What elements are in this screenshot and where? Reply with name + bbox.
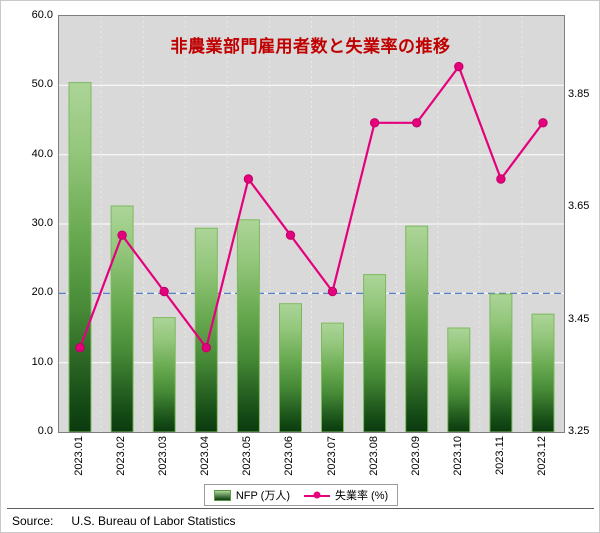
line-point bbox=[412, 118, 422, 128]
line-point bbox=[243, 174, 254, 184]
right-axis-tick: 3.25 bbox=[568, 425, 590, 437]
right-axis-tick: 3.65 bbox=[568, 200, 590, 213]
nfp-bar-swatch bbox=[213, 489, 231, 501]
x-axis-label: 2023.03 bbox=[157, 436, 170, 476]
nfp-bar bbox=[236, 219, 260, 432]
nfp-bar bbox=[363, 274, 387, 432]
source-text: U.S. Bureau of Labor Statistics bbox=[71, 514, 236, 528]
left-axis-tick: 50.0 bbox=[31, 78, 53, 91]
left-axis-tick: 40.0 bbox=[31, 147, 53, 160]
line-point bbox=[159, 286, 169, 297]
nfp-bar bbox=[531, 313, 555, 432]
nfp-bar bbox=[447, 327, 471, 432]
nfp-bar bbox=[68, 82, 92, 432]
nfp-bar bbox=[489, 293, 513, 432]
line-point bbox=[538, 118, 548, 128]
left-axis-tick: 30.0 bbox=[31, 217, 53, 229]
line-point bbox=[327, 286, 338, 297]
line-point bbox=[75, 343, 85, 353]
unemployment-line bbox=[78, 64, 544, 351]
line-point bbox=[285, 230, 296, 240]
x-axis-label: 2023.01 bbox=[73, 436, 86, 476]
line-point bbox=[496, 174, 506, 184]
left-axis-tick: 0.0 bbox=[37, 425, 53, 437]
source-line: Source: U.S. Bureau of Labor Statistics bbox=[12, 514, 235, 528]
x-axis-label: 2023.08 bbox=[367, 436, 380, 476]
x-axis-label: 2023.06 bbox=[283, 436, 296, 476]
x-axis-label: 2023.10 bbox=[451, 436, 464, 476]
legend: NFP (万人) 失業率 (%) bbox=[1, 484, 599, 506]
separator-line bbox=[7, 508, 594, 509]
plot-area bbox=[58, 15, 565, 433]
nfp-bar bbox=[405, 225, 429, 432]
nfp-bar bbox=[321, 322, 344, 432]
legend-item-unemployment: 失業率 (%) bbox=[304, 487, 388, 503]
right-axis-tick: 3.85 bbox=[568, 87, 590, 100]
chart-title: 非農業部門雇用者数と失業率の推移 bbox=[170, 37, 451, 56]
legend-item-nfp: NFP (万人) bbox=[213, 487, 290, 503]
x-axis-label: 2023.04 bbox=[199, 436, 212, 476]
legend-label-nfp: NFP (万人) bbox=[235, 490, 290, 502]
line-point bbox=[369, 118, 380, 128]
legend-label-unemployment: 失業率 (%) bbox=[335, 490, 389, 502]
source-label: Source: bbox=[12, 514, 54, 528]
unemployment-line-swatch bbox=[304, 491, 330, 500]
legend-box: NFP (万人) 失業率 (%) bbox=[203, 484, 399, 506]
x-axis-label: 2023.07 bbox=[325, 436, 338, 476]
x-axis-label: 2023.05 bbox=[241, 436, 254, 476]
nfp-bar bbox=[279, 303, 302, 432]
x-axis-label: 2023.12 bbox=[535, 436, 548, 476]
left-axis-tick: 60.0 bbox=[31, 9, 53, 21]
nfp-bar bbox=[152, 317, 176, 432]
x-axis-label: 2023.02 bbox=[115, 436, 128, 476]
nfp-bar bbox=[194, 227, 218, 432]
x-axis-label: 2023.11 bbox=[493, 436, 506, 475]
right-axis-tick: 3.45 bbox=[568, 312, 590, 325]
line-point bbox=[454, 61, 464, 72]
left-axis-tick: 10.0 bbox=[31, 355, 53, 368]
line-point bbox=[117, 230, 127, 240]
left-axis-tick: 20.0 bbox=[31, 286, 53, 299]
line-point bbox=[201, 343, 212, 353]
nfp-bar bbox=[110, 205, 134, 432]
x-axis-label: 2023.09 bbox=[409, 436, 422, 476]
